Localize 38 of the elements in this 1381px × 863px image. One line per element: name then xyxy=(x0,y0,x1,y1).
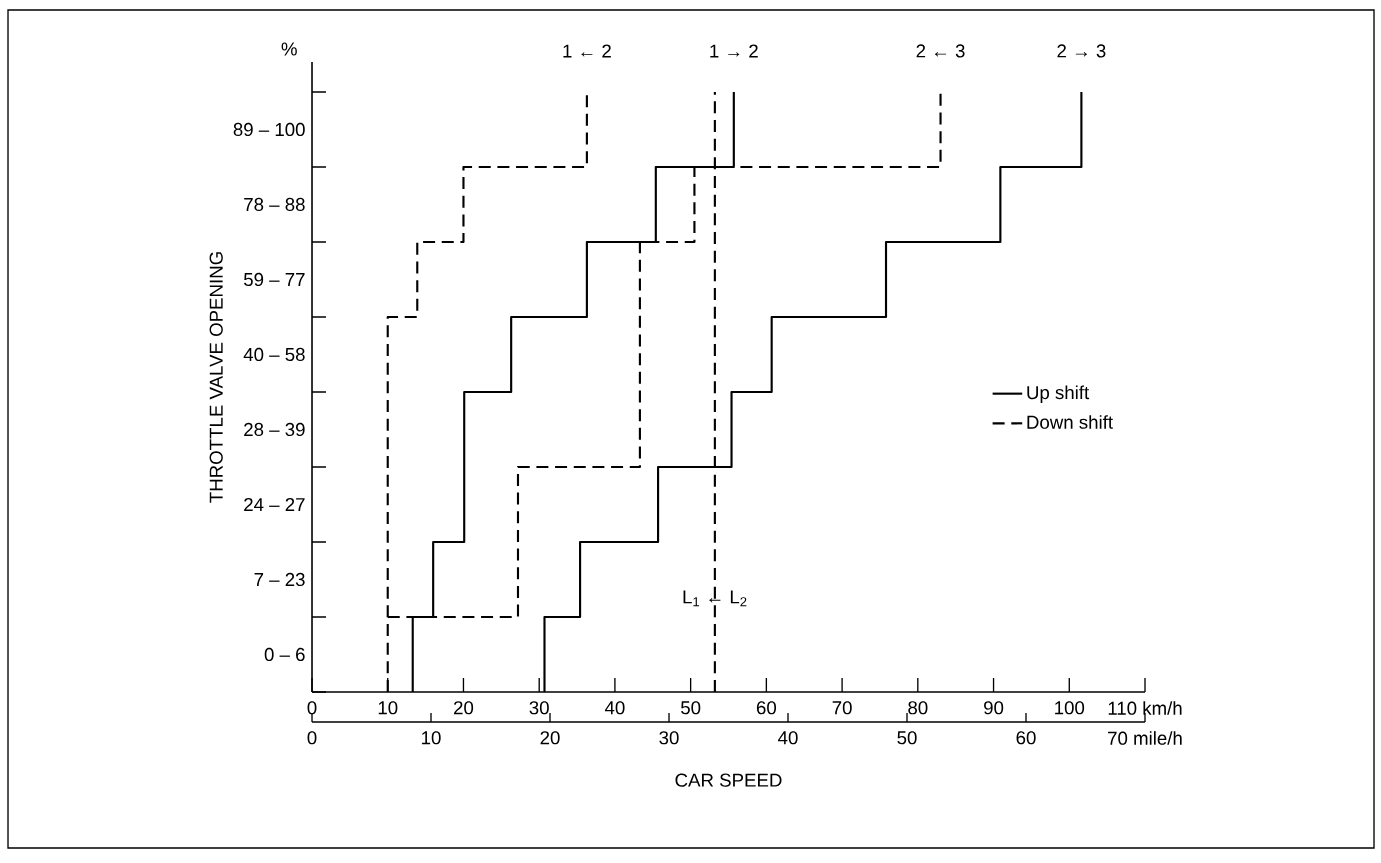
text: 40 – 58 xyxy=(243,347,305,362)
x-tick-label: 100 xyxy=(1055,701,1085,715)
annotation: 2 ← 3 xyxy=(916,44,965,58)
text: 7 – 23 xyxy=(254,572,305,587)
x-tick-label: 20 xyxy=(454,701,474,715)
x-tick-label: 70 xyxy=(832,701,852,715)
x2-tick-label: 40 xyxy=(778,731,798,745)
y-axis-title: THROTTLE VALVE OPENING xyxy=(209,252,223,503)
annotation: 1 → 2 xyxy=(710,44,758,58)
x-tick-label: 90 xyxy=(984,701,1004,715)
text: 0 – 6 xyxy=(264,647,305,662)
ref-line-label: L$_{1}$ ← L$_{2}$ xyxy=(683,590,747,607)
x2-tick-label: 60 xyxy=(1016,731,1036,745)
x2-tick-label: 70 mile/h xyxy=(1108,731,1182,745)
x2-tick-label: 10 xyxy=(422,731,441,745)
x-tick-label: 110 km/h xyxy=(1108,701,1182,715)
annotation: 2 → 3 xyxy=(1057,44,1106,58)
text: 78 – 88 xyxy=(244,197,305,212)
legend-label: Down shift xyxy=(1027,415,1113,429)
x2-tick-label: 30 xyxy=(659,731,679,745)
x-axis-title: CAR SPEED xyxy=(675,773,782,787)
x-tick-label: 80 xyxy=(908,701,928,715)
text: 28 – 39 xyxy=(244,422,305,437)
x-tick-label: 50 xyxy=(681,701,701,715)
text: 24 – 27 xyxy=(244,497,305,511)
x-tick-label: 10 xyxy=(378,701,398,715)
x-tick-label: 30 xyxy=(529,701,549,715)
text: 89 – 100 xyxy=(233,122,305,137)
x-tick-label: 40 xyxy=(604,701,625,715)
x2-tick-label: 20 xyxy=(540,731,560,745)
x2-tick-label: 0 xyxy=(307,731,317,745)
legend-label: Up shift xyxy=(1027,385,1090,403)
x2-tick-label: 50 xyxy=(897,731,917,745)
x-tick-label: 60 xyxy=(756,701,777,715)
x-tick-label: 0 xyxy=(307,701,317,715)
text: 59 – 77 xyxy=(243,272,305,287)
text: % xyxy=(281,42,297,56)
annotation: 1 ← 2 xyxy=(563,44,611,58)
